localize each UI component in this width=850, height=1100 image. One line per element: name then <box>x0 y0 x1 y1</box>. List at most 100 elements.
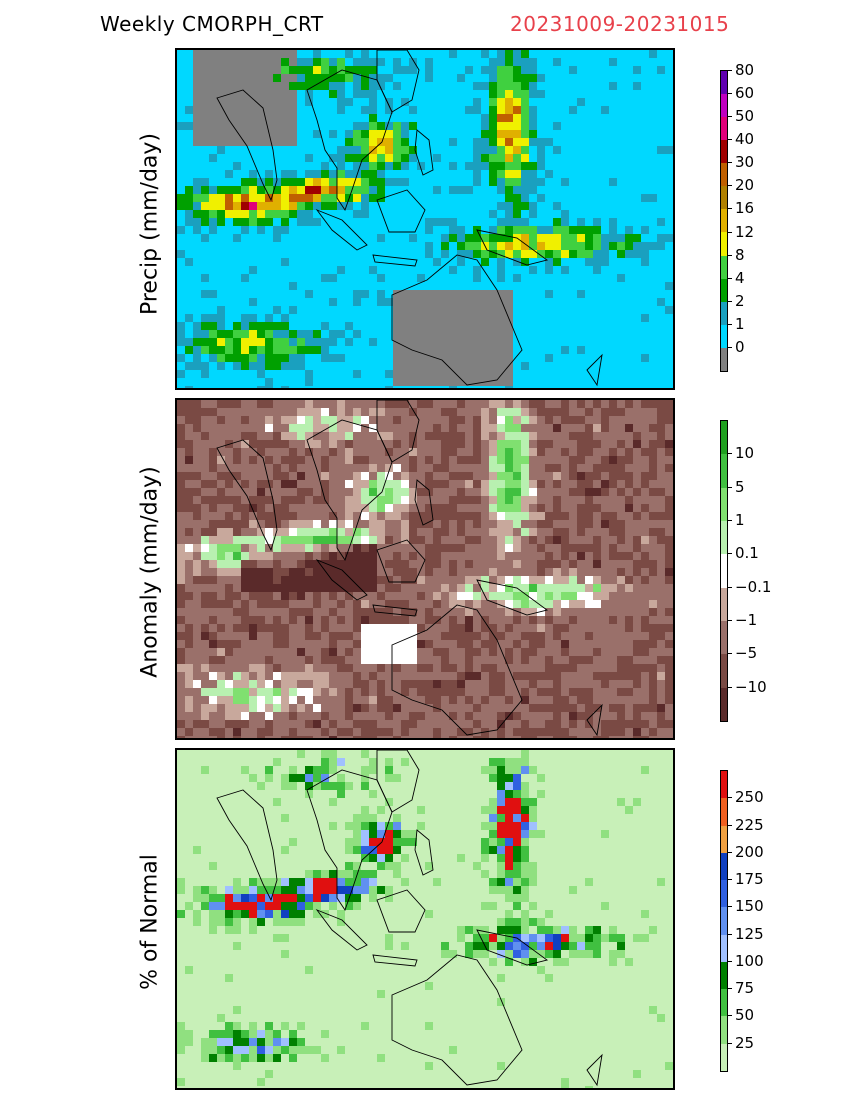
coastline <box>315 908 368 951</box>
colorbar-segment <box>721 520 727 555</box>
colorbar-segment <box>721 907 727 935</box>
colorbar-segment <box>721 347 727 371</box>
colorbar-tick-label: −0.1 <box>727 579 771 595</box>
colorbar-segment <box>721 232 727 256</box>
colorbar-segment <box>721 186 727 210</box>
colorbar-tick-label: 50 <box>727 109 754 124</box>
coastline <box>391 954 523 1086</box>
colorbar-tick-label: 200 <box>727 844 764 860</box>
colorbar-segment <box>721 852 727 881</box>
colorbar-tick-label: 80 <box>727 63 754 78</box>
colorbar-tick-label: 60 <box>727 86 754 101</box>
date-range: 20231009-20231015 <box>510 12 730 36</box>
colorbar-tick-label: 4 <box>727 270 745 286</box>
coastline <box>315 208 368 251</box>
coastline <box>216 789 278 902</box>
colorbar-tick-label: 12 <box>727 224 754 240</box>
coastline <box>216 89 278 202</box>
colorbar-tick-label: 0.1 <box>727 546 759 561</box>
colorbar-tick-label: 150 <box>727 899 764 914</box>
colorbar-segment <box>721 620 727 655</box>
colorbar-tick-label: 2 <box>727 293 745 309</box>
colorbar-segment <box>721 587 727 621</box>
colorbar-tick-label: 75 <box>727 981 754 996</box>
coastline <box>376 189 426 233</box>
colorbar-tick-label: 1 <box>727 513 745 528</box>
colorbar-segment <box>721 94 727 118</box>
colorbar-segment <box>721 324 727 348</box>
colorbar-segment <box>721 255 727 279</box>
colorbar-segment <box>721 554 727 588</box>
coastline <box>376 889 426 933</box>
colorbar-tick-label: 250 <box>727 790 764 805</box>
colorbar-segment <box>721 771 727 799</box>
coastline <box>476 579 549 616</box>
percent-normal-ylabel: % of Normal <box>137 854 163 990</box>
colorbar-tick-label: 125 <box>727 926 764 942</box>
colorbar-tick-label: 50 <box>727 1008 754 1023</box>
precip-map <box>175 48 675 390</box>
coastline <box>391 604 523 736</box>
coastline <box>414 129 434 176</box>
colorbar-segment <box>721 934 727 962</box>
coastline <box>372 954 418 967</box>
colorbar-segment <box>721 654 727 688</box>
colorbar-strip <box>720 770 728 1072</box>
colorbar-segment <box>721 1043 727 1071</box>
coastline <box>476 929 549 966</box>
colorbar-tick-label: 8 <box>727 247 745 263</box>
anomaly-map <box>175 398 675 740</box>
coastline <box>391 254 523 386</box>
colorbar-segment <box>721 961 727 990</box>
coastline <box>372 254 418 267</box>
colorbar-segment <box>721 301 727 325</box>
coastline <box>372 604 418 617</box>
chart-title: Weekly CMORPH_CRT <box>100 12 324 36</box>
colorbar-tick-label: 16 <box>727 201 754 216</box>
colorbar-tick-label: 20 <box>727 178 754 193</box>
percent-normal-map <box>175 748 675 1090</box>
colorbar-segment <box>721 278 727 302</box>
colorbar-tick-label: 175 <box>727 872 764 887</box>
colorbar-segment <box>721 825 727 853</box>
colorbar-segment <box>721 71 727 95</box>
map-field <box>177 50 673 388</box>
anomaly-ylabel: Anomaly (mm/day) <box>137 466 163 678</box>
colorbar-segment <box>721 140 727 164</box>
colorbar-strip <box>720 420 728 722</box>
colorbar-tick-label: 100 <box>727 953 764 969</box>
colorbar-segment <box>721 454 727 488</box>
colorbar-segment <box>721 117 727 141</box>
colorbar-segment <box>721 798 727 826</box>
colorbar-tick-label: 0 <box>727 339 745 355</box>
colorbar-tick-label: 30 <box>727 155 754 170</box>
coastline <box>586 1053 603 1087</box>
coastline <box>315 558 368 601</box>
map-field <box>177 750 673 1088</box>
coastline <box>376 539 426 583</box>
coastline <box>476 229 549 266</box>
colorbar-segment <box>721 163 727 187</box>
coastline <box>376 750 420 813</box>
colorbar-tick-label: −1 <box>727 613 757 628</box>
coastline <box>586 703 603 737</box>
precip-ylabel: Precip (mm/day) <box>137 132 163 316</box>
colorbar-segment <box>721 421 727 455</box>
colorbar-tick-label: 225 <box>727 817 764 833</box>
colorbar-segment <box>721 1016 727 1044</box>
colorbar-tick-label: 40 <box>727 132 754 147</box>
colorbar-segment <box>721 687 727 721</box>
coastline <box>376 400 420 463</box>
colorbar-tick-label: 5 <box>727 479 745 495</box>
colorbar-tick-label: −5 <box>727 646 757 661</box>
colorbar-segment <box>721 487 727 521</box>
colorbar-tick-label: 10 <box>727 446 754 461</box>
coastline <box>414 479 434 526</box>
coastline <box>216 439 278 552</box>
colorbar-tick-label: 25 <box>727 1035 754 1051</box>
colorbar-strip <box>720 70 728 372</box>
coastline <box>376 50 420 113</box>
colorbar-tick-label: −10 <box>727 679 767 695</box>
colorbar-tick-label: 1 <box>727 316 745 332</box>
colorbar-segment <box>721 880 727 908</box>
